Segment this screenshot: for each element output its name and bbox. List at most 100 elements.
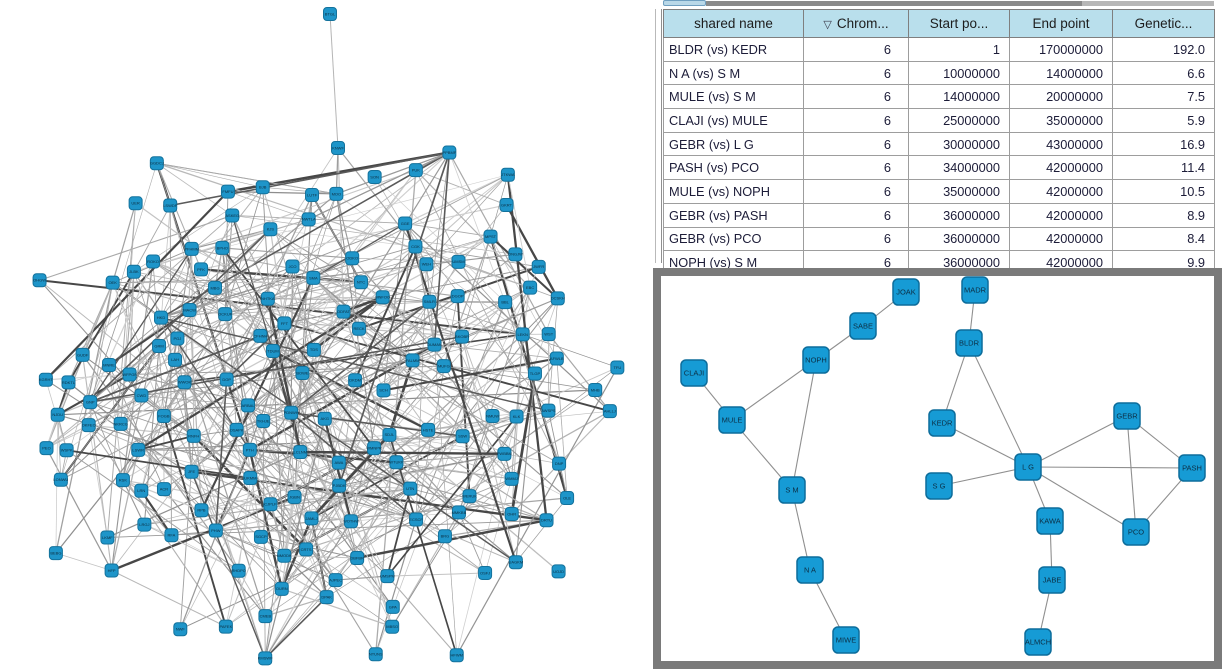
network-node[interactable]: WST (541, 327, 556, 342)
network-node-noph[interactable]: NOPH (802, 346, 830, 374)
network-node[interactable]: AJPEC (328, 573, 343, 588)
table-cell[interactable]: GEBR (vs) L G (663, 131, 804, 157)
scrollbar-thumb[interactable] (663, 0, 706, 6)
table-cell[interactable]: 30000000 (908, 131, 1010, 157)
table-cell[interactable]: 8.4 (1112, 226, 1215, 252)
network-node[interactable]: GGDCJ (149, 156, 164, 171)
table-cell[interactable]: 10000000 (908, 60, 1010, 86)
network-node[interactable]: LRN (134, 483, 149, 498)
network-node-lg[interactable]: L G (1014, 453, 1042, 481)
table-cell[interactable]: 10.5 (1112, 179, 1215, 204)
table-cell[interactable]: 6 (803, 226, 909, 252)
network-node[interactable]: NMODK (277, 548, 292, 563)
table-cell[interactable]: 6 (803, 179, 909, 204)
network-node[interactable]: BRG (437, 529, 452, 544)
table-cell[interactable]: 36000000 (908, 202, 1010, 228)
network-node[interactable]: BBL (498, 295, 513, 310)
table-cell[interactable]: PASH (vs) PCO (663, 155, 804, 181)
table-cell[interactable]: MULE (vs) S M (663, 84, 804, 110)
network-node[interactable]: SCH (376, 383, 391, 398)
network-node[interactable]: CJPLF (263, 497, 278, 512)
table-cell[interactable]: 6 (803, 202, 909, 228)
table-cell[interactable]: 36000000 (908, 226, 1010, 252)
column-header-sharedname[interactable]: shared name (663, 9, 804, 38)
network-node[interactable]: GGE (398, 216, 413, 231)
network-node[interactable]: SON (367, 169, 382, 184)
table-cell[interactable]: 25000000 (908, 108, 1010, 133)
network-node[interactable]: ECSCF (409, 512, 423, 527)
network-node[interactable]: RPB (194, 503, 209, 518)
network-node[interactable]: JTKWA (500, 167, 515, 182)
table-cell[interactable]: 5.9 (1112, 108, 1215, 133)
network-node[interactable]: AFWLB (549, 351, 564, 366)
network-node[interactable]: WOTHW (343, 514, 359, 529)
network-edge[interactable] (1126, 415, 1137, 533)
network-node[interactable]: HKD (154, 310, 169, 325)
network-node[interactable]: BEBG (48, 546, 63, 561)
network-node[interactable]: UTN (403, 481, 418, 496)
network-node[interactable]: DOP (219, 372, 234, 387)
network-edge[interactable] (1027, 466, 1193, 469)
network-node[interactable]: PGJ (170, 331, 185, 346)
network-node[interactable]: OCKUF (218, 307, 233, 322)
network-node[interactable]: SSW (455, 429, 470, 444)
network-node[interactable]: HFP (104, 563, 119, 578)
network-node[interactable]: MHB (588, 382, 603, 397)
network-node[interactable]: ROKO (146, 254, 161, 269)
network-node[interactable]: PFK (194, 262, 209, 277)
network-node[interactable]: RHDPO (231, 563, 246, 578)
network-node[interactable]: JGBN (287, 490, 302, 505)
network-node[interactable]: SGCP (253, 529, 268, 544)
scrollbar-track[interactable] (706, 1, 1082, 6)
network-node-claji[interactable]: CLAJI (680, 359, 708, 387)
network-node-kawa[interactable]: KAWA (1036, 507, 1064, 535)
network-node[interactable]: PHW (208, 523, 223, 538)
network-node-bldr[interactable]: BLDR (955, 329, 983, 357)
network-node[interactable]: MACW (182, 303, 197, 318)
network-node[interactable]: UAGKM (509, 555, 524, 570)
network-node[interactable]: FALMM (405, 353, 420, 368)
network-node-pash[interactable]: PASH (1178, 454, 1206, 482)
network-node[interactable]: GNP (83, 395, 98, 410)
network-node[interactable]: OLE (560, 491, 575, 506)
network-node[interactable]: CWD (134, 388, 149, 403)
network-edge[interactable] (941, 422, 1029, 468)
network-node[interactable]: PAFEK (218, 619, 233, 634)
network-node[interactable]: OHGW (32, 273, 47, 288)
network-node[interactable]: BJB (255, 180, 270, 195)
table-cell[interactable]: 20000000 (1009, 84, 1113, 110)
network-node-joak[interactable]: JOAK (892, 278, 920, 306)
table-row[interactable]: PASH (vs) PCO 6 34000000 42000000 11.4 (663, 155, 1215, 181)
network-node[interactable]: FMFU (220, 184, 235, 199)
network-node[interactable]: OSAPK (229, 422, 244, 437)
table-row[interactable]: MULE (vs) S M 6 14000000 20000000 7.5 (663, 84, 1215, 110)
network-node[interactable]: GKRT (499, 197, 514, 212)
network-node[interactable]: MNFOO (375, 290, 390, 305)
network-node[interactable]: LAH (168, 352, 183, 367)
table-cell[interactable]: 7.5 (1112, 84, 1215, 110)
table-cell[interactable]: 35000000 (1009, 108, 1113, 133)
network-node[interactable]: LCLNM (293, 444, 308, 459)
network-node-jabe[interactable]: JABE (1038, 566, 1066, 594)
column-header-genetic[interactable]: Genetic... (1112, 9, 1215, 38)
table-cell[interactable]: 6 (803, 37, 909, 62)
network-node[interactable]: WTUKF (389, 455, 404, 470)
network-node-madr[interactable]: MADR (961, 276, 989, 304)
table-cell[interactable]: 1 (908, 37, 1010, 62)
dense-network-canvas[interactable]: KNWF TKHJE UOJD SSW GNP WMNPR SCH WTUKF GGE CJPLF… (0, 0, 653, 669)
network-node[interactable]: MUFG (436, 359, 451, 374)
filter-icon[interactable]: ▽ (823, 19, 832, 31)
network-edge[interactable] (968, 342, 1029, 468)
table-cell[interactable]: 34000000 (908, 155, 1010, 181)
table-cell[interactable]: 6 (803, 60, 909, 86)
network-node[interactable]: DCSKH (551, 291, 565, 306)
network-node[interactable]: JLBK (126, 264, 141, 279)
network-node[interactable]: MMKBB (452, 505, 467, 520)
network-node[interactable]: TFU (610, 360, 625, 375)
table-cell[interactable]: 8.9 (1112, 202, 1215, 228)
network-node[interactable]: CFHNH (253, 328, 267, 343)
network-node[interactable]: ASKEG (225, 208, 240, 223)
network-node[interactable]: MOO (329, 186, 344, 201)
network-node[interactable]: DRTU (539, 513, 554, 528)
network-node[interactable]: EBC (523, 280, 538, 295)
